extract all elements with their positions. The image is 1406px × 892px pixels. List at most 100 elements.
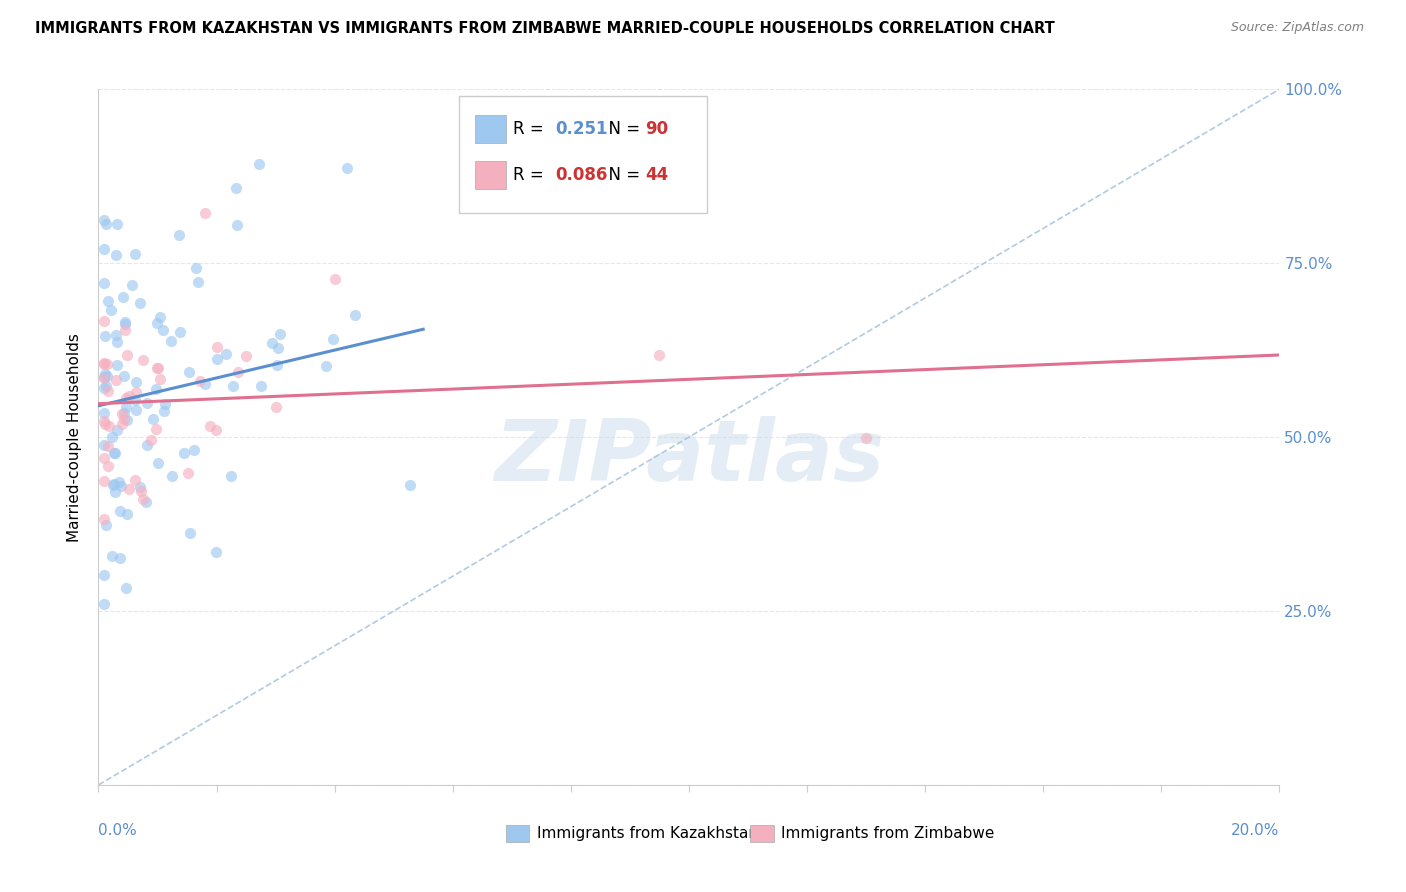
Point — [135, 495, 157, 509]
Point — [104, 445, 127, 459]
Point — [198, 419, 221, 434]
Text: N =: N = — [598, 120, 645, 138]
Point — [129, 480, 152, 494]
Point — [93, 475, 115, 489]
Point — [219, 469, 242, 483]
Point — [315, 359, 337, 373]
Text: 0.086: 0.086 — [555, 166, 607, 184]
Point — [264, 400, 287, 414]
Point — [124, 246, 146, 260]
Point — [93, 438, 115, 452]
Point — [103, 476, 125, 491]
Point — [115, 412, 138, 426]
Point — [153, 404, 176, 418]
Y-axis label: Married-couple Households: Married-couple Households — [67, 333, 83, 541]
Point — [160, 468, 183, 483]
Point — [114, 315, 136, 329]
Point — [93, 356, 115, 370]
Point — [145, 422, 167, 436]
Point — [93, 406, 115, 420]
Point — [114, 323, 136, 337]
Point — [205, 340, 228, 354]
Point — [93, 276, 115, 290]
Point — [93, 213, 115, 227]
Point — [235, 349, 257, 363]
FancyBboxPatch shape — [751, 824, 773, 842]
Point — [267, 341, 290, 355]
Point — [101, 478, 124, 492]
Point — [250, 379, 273, 393]
Point — [205, 545, 228, 559]
Point — [103, 446, 125, 460]
Point — [104, 373, 127, 387]
Point — [107, 423, 129, 437]
Point — [112, 406, 135, 420]
Point — [167, 228, 190, 243]
Point — [108, 504, 131, 518]
Point — [322, 332, 344, 346]
Point — [93, 370, 115, 384]
Point — [152, 323, 174, 337]
Text: ZIPatlas: ZIPatlas — [494, 417, 884, 500]
Point — [93, 450, 115, 465]
Point — [105, 217, 128, 231]
Point — [145, 361, 167, 376]
Point — [323, 272, 346, 286]
Point — [96, 517, 118, 532]
Point — [110, 479, 132, 493]
Point — [129, 295, 152, 310]
Point — [94, 217, 117, 231]
Point — [145, 382, 167, 396]
Text: Source: ZipAtlas.com: Source: ZipAtlas.com — [1230, 21, 1364, 34]
Point — [94, 379, 117, 393]
Point — [115, 348, 138, 362]
Point — [111, 290, 134, 304]
Text: 44: 44 — [645, 166, 668, 184]
Point — [247, 157, 270, 171]
Text: R =: R = — [513, 120, 548, 138]
Point — [124, 376, 146, 390]
Point — [121, 278, 143, 293]
Point — [132, 492, 155, 507]
Point — [104, 485, 127, 500]
Point — [111, 417, 134, 432]
Point — [93, 512, 115, 526]
Point — [104, 328, 127, 343]
FancyBboxPatch shape — [458, 96, 707, 213]
Point — [105, 248, 128, 262]
Point — [159, 334, 181, 349]
Point — [96, 368, 118, 383]
Point — [188, 374, 211, 388]
Point — [96, 293, 118, 308]
Point — [112, 368, 135, 383]
Point — [93, 314, 115, 328]
Point — [125, 385, 148, 400]
Text: R =: R = — [513, 166, 548, 184]
Point — [205, 423, 228, 437]
Point — [115, 581, 138, 595]
Point — [648, 348, 671, 362]
Point — [194, 206, 217, 220]
Point — [97, 439, 120, 453]
Point — [399, 477, 422, 491]
Point — [146, 317, 169, 331]
Point — [114, 317, 136, 331]
Text: 20.0%: 20.0% — [1232, 823, 1279, 838]
Point — [108, 475, 131, 489]
Point — [105, 335, 128, 350]
FancyBboxPatch shape — [475, 115, 506, 143]
Point — [118, 389, 141, 403]
Point — [226, 218, 249, 232]
Point — [115, 401, 138, 415]
Point — [205, 352, 228, 367]
Point — [114, 412, 136, 426]
Point — [146, 360, 169, 375]
Point — [132, 353, 155, 368]
Point — [136, 396, 159, 410]
Point — [186, 260, 208, 275]
FancyBboxPatch shape — [506, 824, 530, 842]
Point — [146, 456, 169, 470]
Point — [93, 243, 115, 257]
Point — [93, 567, 115, 582]
Point — [97, 418, 120, 433]
